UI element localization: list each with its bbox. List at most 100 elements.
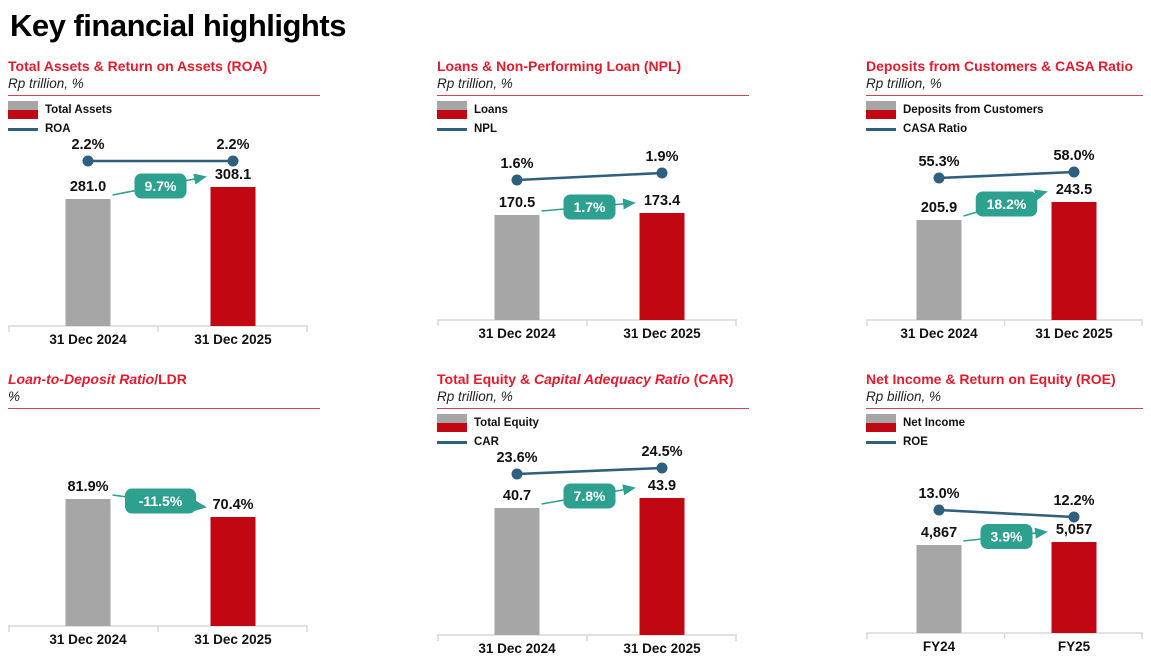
x-axis-category-label: 31 Dec 2025 [194, 632, 272, 647]
x-axis-category-label: FY24 [923, 639, 956, 654]
legend-label: ROE [903, 436, 928, 448]
growth-badge [975, 191, 1038, 217]
legend: Total Equity CAR [437, 409, 749, 452]
bar-swatch-prev [866, 101, 896, 110]
bar-swatch-curr [866, 423, 896, 432]
chart-plot: 281.0 31 Dec 2024 308.1 31 Dec 2025 2.2% 2.2%… [8, 137, 308, 347]
legend: Net Income ROE [866, 409, 1143, 452]
legend-label: CAR [474, 436, 499, 448]
chart-card-deposits-casa: Deposits from Customers & CASA Ratio Rp t… [866, 58, 1143, 353]
chart-unit-label: % [8, 389, 320, 409]
legend-label: ROA [45, 123, 71, 135]
growth-badge-label: 3.9% [991, 529, 1023, 545]
chart-title-part: Loan-to-Deposit Ratio [8, 371, 155, 387]
bar-swatch-curr [437, 110, 467, 119]
chart-title: Loan-to-Deposit Ratio/LDR [8, 371, 320, 388]
ratio-line [516, 171, 663, 182]
x-axis-category-label: 31 Dec 2025 [623, 641, 701, 656]
bar-value-label: 170.5 [499, 195, 535, 211]
line-swatch-icon [8, 127, 38, 131]
bar-swatch-prev [437, 101, 467, 110]
legend-label: NPL [474, 123, 497, 135]
growth-badge-label: 7.8% [574, 488, 606, 504]
charts-grid: Total Assets & Return on Assets (ROA) Rp … [8, 58, 1143, 670]
chart-title: Loans & Non-Performing Loan (NPL) [437, 58, 749, 75]
chart-title-part: Loans & Non-Performing Loan (NPL) [437, 58, 682, 74]
chart-title: Total Equity & Capital Adequacy Ratio (C… [437, 371, 749, 388]
ratio-line [938, 170, 1075, 180]
bar-previous [65, 499, 111, 626]
chart-plot: 4,867 FY24 5,057 FY25 13.0% 12.2% 3.9% [866, 486, 1143, 654]
ratio-value-label: 1.9% [645, 149, 678, 165]
bar-swatch-icon [8, 101, 38, 119]
ratio-value-label: 12.2% [1053, 493, 1094, 509]
chart-title: Net Income & Return on Equity (ROE) [866, 371, 1143, 388]
bar-swatch-icon [437, 414, 467, 432]
ratio-line-dot [227, 155, 239, 167]
bar-current [210, 517, 256, 626]
legend-label: Total Assets [45, 104, 113, 116]
chart-card-equity-car: Total Equity & Capital Adequacy Ratio (C… [437, 371, 749, 670]
ratio-line-dot [511, 468, 523, 480]
line-swatch-icon [866, 127, 896, 131]
ratio-value-label: 13.0% [918, 486, 959, 502]
legend-label: Net Income [903, 417, 965, 429]
bar-current [1051, 542, 1097, 633]
bar-value-label: 43.9 [648, 478, 676, 494]
chart-title-part: Total Equity & [437, 371, 534, 387]
legend: Loans NPL [437, 96, 749, 139]
growth-badge-label: 18.2% [987, 196, 1027, 212]
chart-title: Deposits from Customers & CASA Ratio [866, 58, 1143, 75]
legend-label: Deposits from Customers [903, 104, 1044, 116]
legend-item-line: CASA Ratio [866, 123, 1143, 135]
bar-swatch-curr [866, 110, 896, 119]
page-title: Key financial highlights [10, 8, 346, 43]
growth-badge [563, 194, 616, 220]
ratio-line-dot [511, 174, 523, 186]
growth-badge-label: -11.5% [139, 493, 183, 509]
legend-item-bar: Deposits from Customers [866, 101, 1143, 119]
growth-badge [980, 524, 1033, 549]
chart-unit-label: Rp trillion, % [437, 389, 749, 409]
growth-badge [134, 173, 187, 199]
bar-value-label: 81.9% [67, 479, 108, 495]
legend-item-bar: Net Income [866, 414, 1143, 432]
legend-label: CASA Ratio [903, 123, 968, 135]
legend-item-bar: Total Equity [437, 414, 749, 432]
bar-current [639, 498, 685, 635]
bar-swatch-prev [866, 414, 896, 423]
x-axis-category-label: 31 Dec 2025 [194, 332, 272, 347]
x-axis-category-label: 31 Dec 2024 [49, 632, 127, 647]
ratio-line-dot [656, 462, 668, 474]
legend: Deposits from Customers CASA Ratio [866, 96, 1143, 139]
line-swatch-icon [437, 440, 467, 444]
ratio-value-label: 2.2% [216, 137, 249, 153]
bar-previous [494, 508, 540, 635]
x-axis-category-label: 31 Dec 2024 [478, 326, 556, 341]
growth-badge-label: 9.7% [145, 178, 177, 194]
chart-unit-label: Rp trillion, % [437, 76, 749, 96]
chart-plot: 170.5 31 Dec 2024 173.4 31 Dec 2025 1.6% 1.9%… [437, 149, 737, 341]
bar-value-label: 205.9 [921, 200, 957, 216]
legend-label: Total Equity [474, 417, 539, 429]
x-axis-category-label: FY25 [1058, 639, 1091, 654]
ratio-value-label: 58.0% [1053, 148, 1094, 164]
ratio-value-label: 24.5% [641, 444, 682, 460]
chart-unit-label: Rp trillion, % [866, 76, 1143, 96]
bar-value-label: 281.0 [70, 179, 106, 195]
ratio-line-dot [656, 167, 668, 179]
legend: Total Assets ROA [8, 96, 320, 139]
legend-item-line: CAR [437, 436, 749, 448]
bar-swatch-curr [8, 110, 38, 119]
ratio-line-dot [933, 172, 945, 184]
growth-badge-label: 1.7% [574, 199, 606, 215]
bar-previous [65, 199, 111, 326]
line-swatch-icon [866, 440, 896, 444]
ratio-value-label: 23.6% [496, 450, 537, 466]
bar-swatch-prev [437, 414, 467, 423]
bar-swatch-icon [437, 101, 467, 119]
line-swatch-icon [437, 127, 467, 131]
chart-title-part: Deposits from Customers & CASA Ratio [866, 58, 1134, 74]
chart-unit-label: Rp billion, % [866, 389, 1143, 409]
bar-previous [494, 215, 540, 320]
